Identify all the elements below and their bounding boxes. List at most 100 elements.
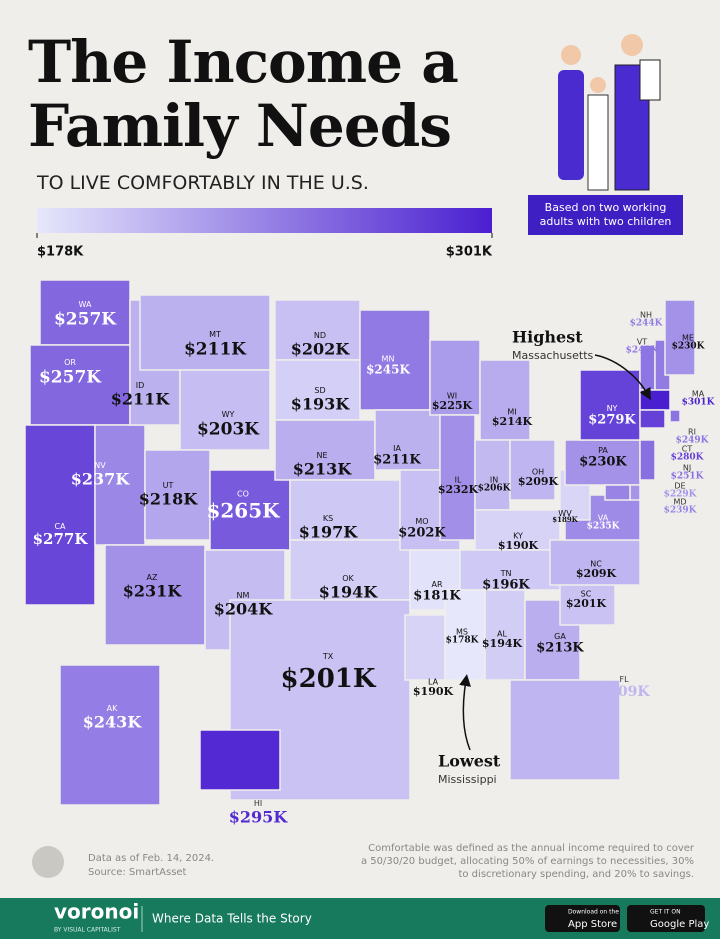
state [604, 484, 631, 501]
state-value: $194K [482, 637, 523, 650]
state-value: $206K [478, 484, 512, 494]
state-abbr: MD [673, 497, 686, 506]
state [274, 359, 361, 421]
state-abbr: NY [607, 404, 618, 413]
state-value: $190K [498, 539, 539, 552]
state [59, 664, 161, 806]
state [29, 344, 131, 426]
state-value: $211K [184, 340, 247, 360]
state-abbr: MO [415, 517, 428, 526]
state [404, 614, 446, 681]
state-abbr: ND [314, 331, 326, 340]
state-value: $203K [197, 420, 260, 440]
annotation-detail: Mississippi [438, 773, 497, 786]
highest-arrow [594, 354, 651, 401]
state-value: $280K [671, 453, 705, 463]
tagline: Where Data Tells the Story [152, 912, 312, 926]
state [104, 544, 206, 646]
state-abbr: TX [322, 652, 334, 661]
state-abbr: NV [94, 461, 106, 470]
state-value: $211K [111, 390, 171, 409]
state-value: $197K [299, 523, 359, 542]
state-value: $301K [682, 398, 716, 408]
state-abbr: KY [513, 532, 523, 541]
state-abbr: KS [323, 514, 333, 523]
state [359, 309, 431, 411]
state-abbr: NM [237, 591, 250, 600]
state [669, 409, 681, 423]
state-abbr: OH [532, 468, 544, 477]
state-value: $230K [579, 455, 627, 470]
state-value: $178K [446, 636, 480, 646]
state-abbr: NE [316, 451, 327, 460]
state [479, 359, 531, 441]
state [579, 369, 641, 441]
state [289, 539, 411, 601]
brand: voronoi [54, 900, 139, 924]
state [509, 679, 621, 781]
state-abbr: NC [590, 560, 602, 569]
state-abbr: AR [431, 580, 442, 589]
state-abbr: IA [393, 444, 401, 453]
state [639, 389, 671, 411]
lowest-arrow [459, 674, 471, 751]
state-abbr: TN [500, 569, 512, 578]
state-value: $230K [672, 342, 706, 352]
state [199, 729, 281, 791]
state [639, 439, 656, 481]
state-value: $181K [413, 589, 461, 604]
state-abbr: OK [342, 574, 354, 583]
state-value: $194K [319, 583, 379, 602]
state-value: $209K [598, 684, 650, 700]
state-value: $231K [123, 582, 183, 601]
state [39, 279, 131, 346]
state-abbr: AZ [147, 573, 158, 582]
state [629, 484, 641, 501]
state-value: $218K [139, 490, 199, 509]
state [474, 509, 561, 551]
state-value: $196K [482, 578, 530, 593]
state-abbr: CT [682, 444, 693, 453]
state-value: $244K [630, 319, 664, 329]
title: The Income a Family Needs [28, 28, 459, 160]
state [509, 439, 556, 501]
state-value: $295K [229, 808, 289, 827]
annotation-title: Lowest [438, 752, 501, 771]
state-abbr: IL [455, 476, 462, 485]
state-abbr: RI [688, 427, 696, 436]
state-value: $214K [492, 415, 533, 428]
app-store-badge[interactable] [545, 905, 620, 932]
family-illustration [558, 34, 661, 191]
state-value: $209K [576, 567, 617, 580]
state-value: $201K [281, 664, 377, 694]
state [24, 424, 96, 606]
state-value: $201K [566, 597, 607, 610]
state-value: $225K [432, 399, 473, 412]
state-abbr: CA [54, 522, 66, 531]
state-abbr: MT [209, 330, 221, 339]
state [549, 539, 641, 586]
logo-mark [32, 846, 64, 878]
state-value: $229K [664, 490, 698, 500]
state-abbr: PA [598, 446, 608, 455]
badge-label: Google Play [650, 919, 709, 930]
state-abbr: AL [497, 630, 507, 639]
state [209, 469, 291, 551]
definition-note: Comfortable was defined as the annual in… [360, 843, 694, 880]
state-abbr: GA [554, 632, 566, 641]
state-value: $211K [373, 453, 421, 468]
google-play-badge[interactable] [627, 905, 705, 932]
state [664, 299, 696, 376]
state [274, 419, 376, 481]
state-abbr: MS [456, 627, 468, 636]
state-value: $277K [33, 530, 89, 548]
state-value: $213K [293, 460, 353, 479]
state-value: $237K [71, 470, 131, 489]
state-abbr: MA [692, 389, 705, 398]
state [179, 369, 271, 451]
state-value: $279K [588, 413, 636, 428]
source-note: Source: SmartAsset [88, 867, 187, 878]
badge-label: App Store [568, 919, 617, 930]
state-abbr: DE [674, 481, 685, 490]
